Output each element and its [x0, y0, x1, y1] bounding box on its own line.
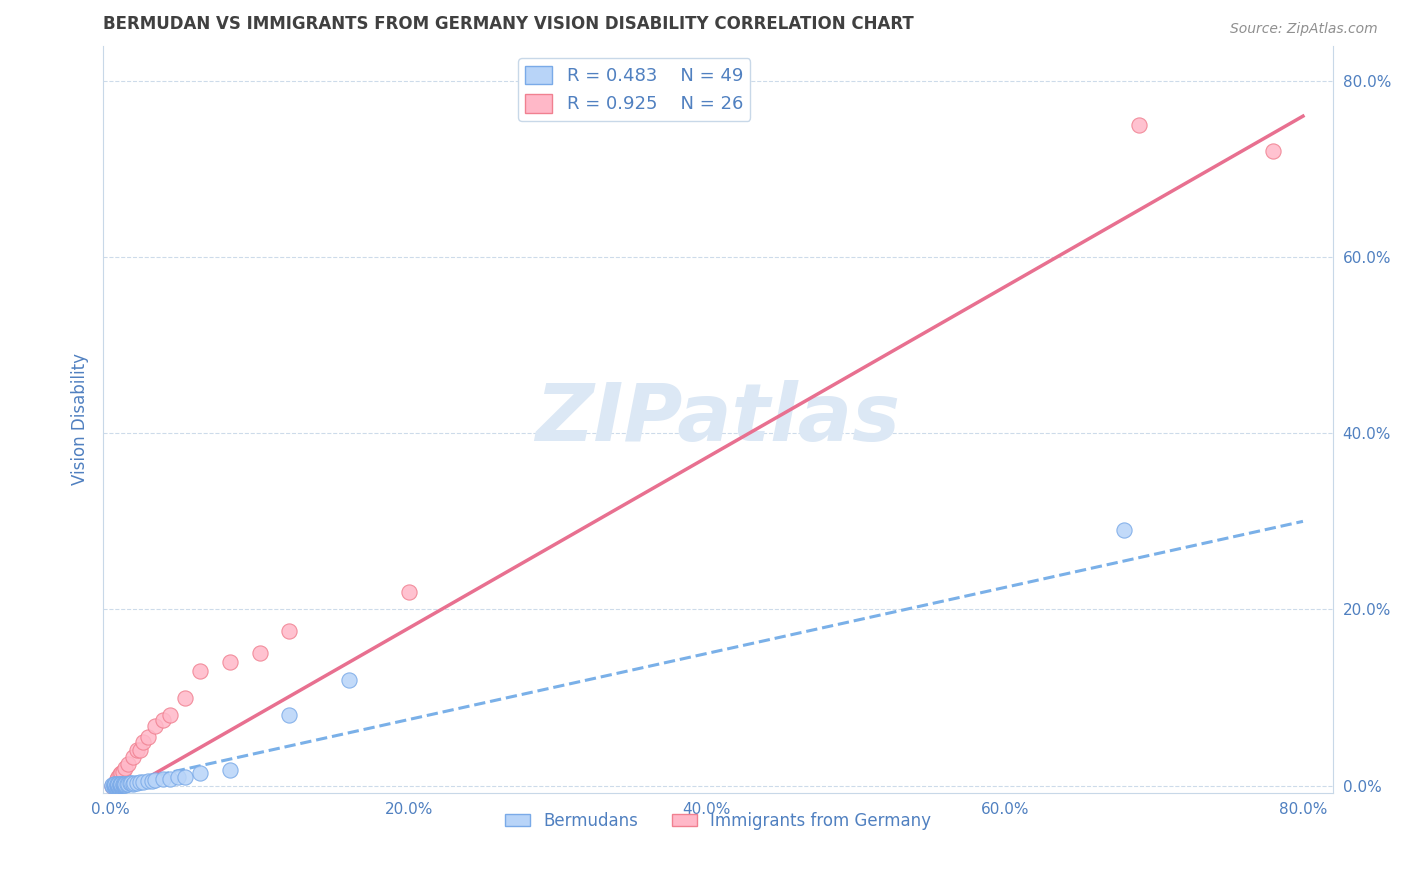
Point: [111, 777, 134, 791]
Point: [108, 767, 131, 781]
Point: [105, 772, 128, 786]
Point: [129, 743, 152, 757]
Point: [101, 779, 124, 793]
Point: [112, 778, 135, 792]
Legend: Bermudans, Immigrants from Germany: Bermudans, Immigrants from Germany: [498, 805, 938, 837]
Point: [105, 778, 128, 792]
Point: [107, 779, 129, 793]
Point: [105, 778, 128, 792]
Point: [103, 778, 125, 792]
Point: [122, 750, 145, 764]
Point: [101, 779, 124, 793]
Point: [104, 779, 127, 793]
Point: [127, 776, 149, 790]
Point: [104, 776, 127, 790]
Point: [104, 778, 127, 792]
Point: [107, 778, 129, 792]
Point: [337, 673, 360, 687]
Point: [110, 777, 132, 791]
Point: [166, 770, 188, 784]
Point: [1128, 118, 1150, 132]
Point: [110, 777, 132, 791]
Point: [115, 777, 138, 791]
Point: [104, 777, 127, 791]
Point: [174, 770, 197, 784]
Point: [117, 756, 139, 771]
Point: [278, 708, 301, 723]
Point: [111, 778, 134, 792]
Point: [127, 743, 149, 757]
Point: [159, 772, 181, 786]
Point: [101, 778, 124, 792]
Point: [132, 775, 155, 789]
Point: [112, 777, 135, 791]
Point: [136, 774, 159, 789]
Point: [120, 776, 142, 790]
Y-axis label: Vision Disability: Vision Disability: [72, 353, 89, 485]
Point: [124, 776, 146, 790]
Point: [132, 734, 155, 748]
Point: [114, 777, 136, 791]
Point: [188, 664, 211, 678]
Point: [110, 778, 132, 792]
Point: [103, 778, 125, 792]
Point: [129, 775, 152, 789]
Text: ZIPatlas: ZIPatlas: [536, 380, 900, 458]
Point: [107, 770, 129, 784]
Point: [117, 777, 139, 791]
Point: [118, 776, 141, 790]
Point: [1263, 145, 1285, 159]
Point: [143, 719, 166, 733]
Point: [1114, 523, 1136, 537]
Point: [105, 777, 128, 791]
Point: [188, 766, 211, 780]
Point: [108, 777, 131, 791]
Point: [152, 772, 174, 787]
Point: [218, 655, 240, 669]
Point: [104, 778, 127, 792]
Point: [159, 708, 181, 723]
Point: [278, 624, 301, 639]
Point: [114, 778, 136, 792]
Point: [141, 774, 163, 789]
Point: [107, 777, 129, 791]
Point: [143, 773, 166, 788]
Point: [103, 777, 125, 791]
Point: [108, 778, 131, 792]
Point: [111, 765, 134, 780]
Point: [108, 778, 131, 792]
Point: [110, 766, 132, 780]
Point: [122, 777, 145, 791]
Point: [249, 647, 271, 661]
Point: [218, 763, 240, 777]
Point: [152, 713, 174, 727]
Point: [114, 761, 136, 775]
Point: [398, 584, 420, 599]
Point: [107, 778, 129, 792]
Text: BERMUDAN VS IMMIGRANTS FROM GERMANY VISION DISABILITY CORRELATION CHART: BERMUDAN VS IMMIGRANTS FROM GERMANY VISI…: [103, 15, 914, 33]
Point: [174, 690, 197, 705]
Text: Source: ZipAtlas.com: Source: ZipAtlas.com: [1230, 22, 1378, 37]
Point: [136, 730, 159, 744]
Point: [103, 779, 125, 793]
